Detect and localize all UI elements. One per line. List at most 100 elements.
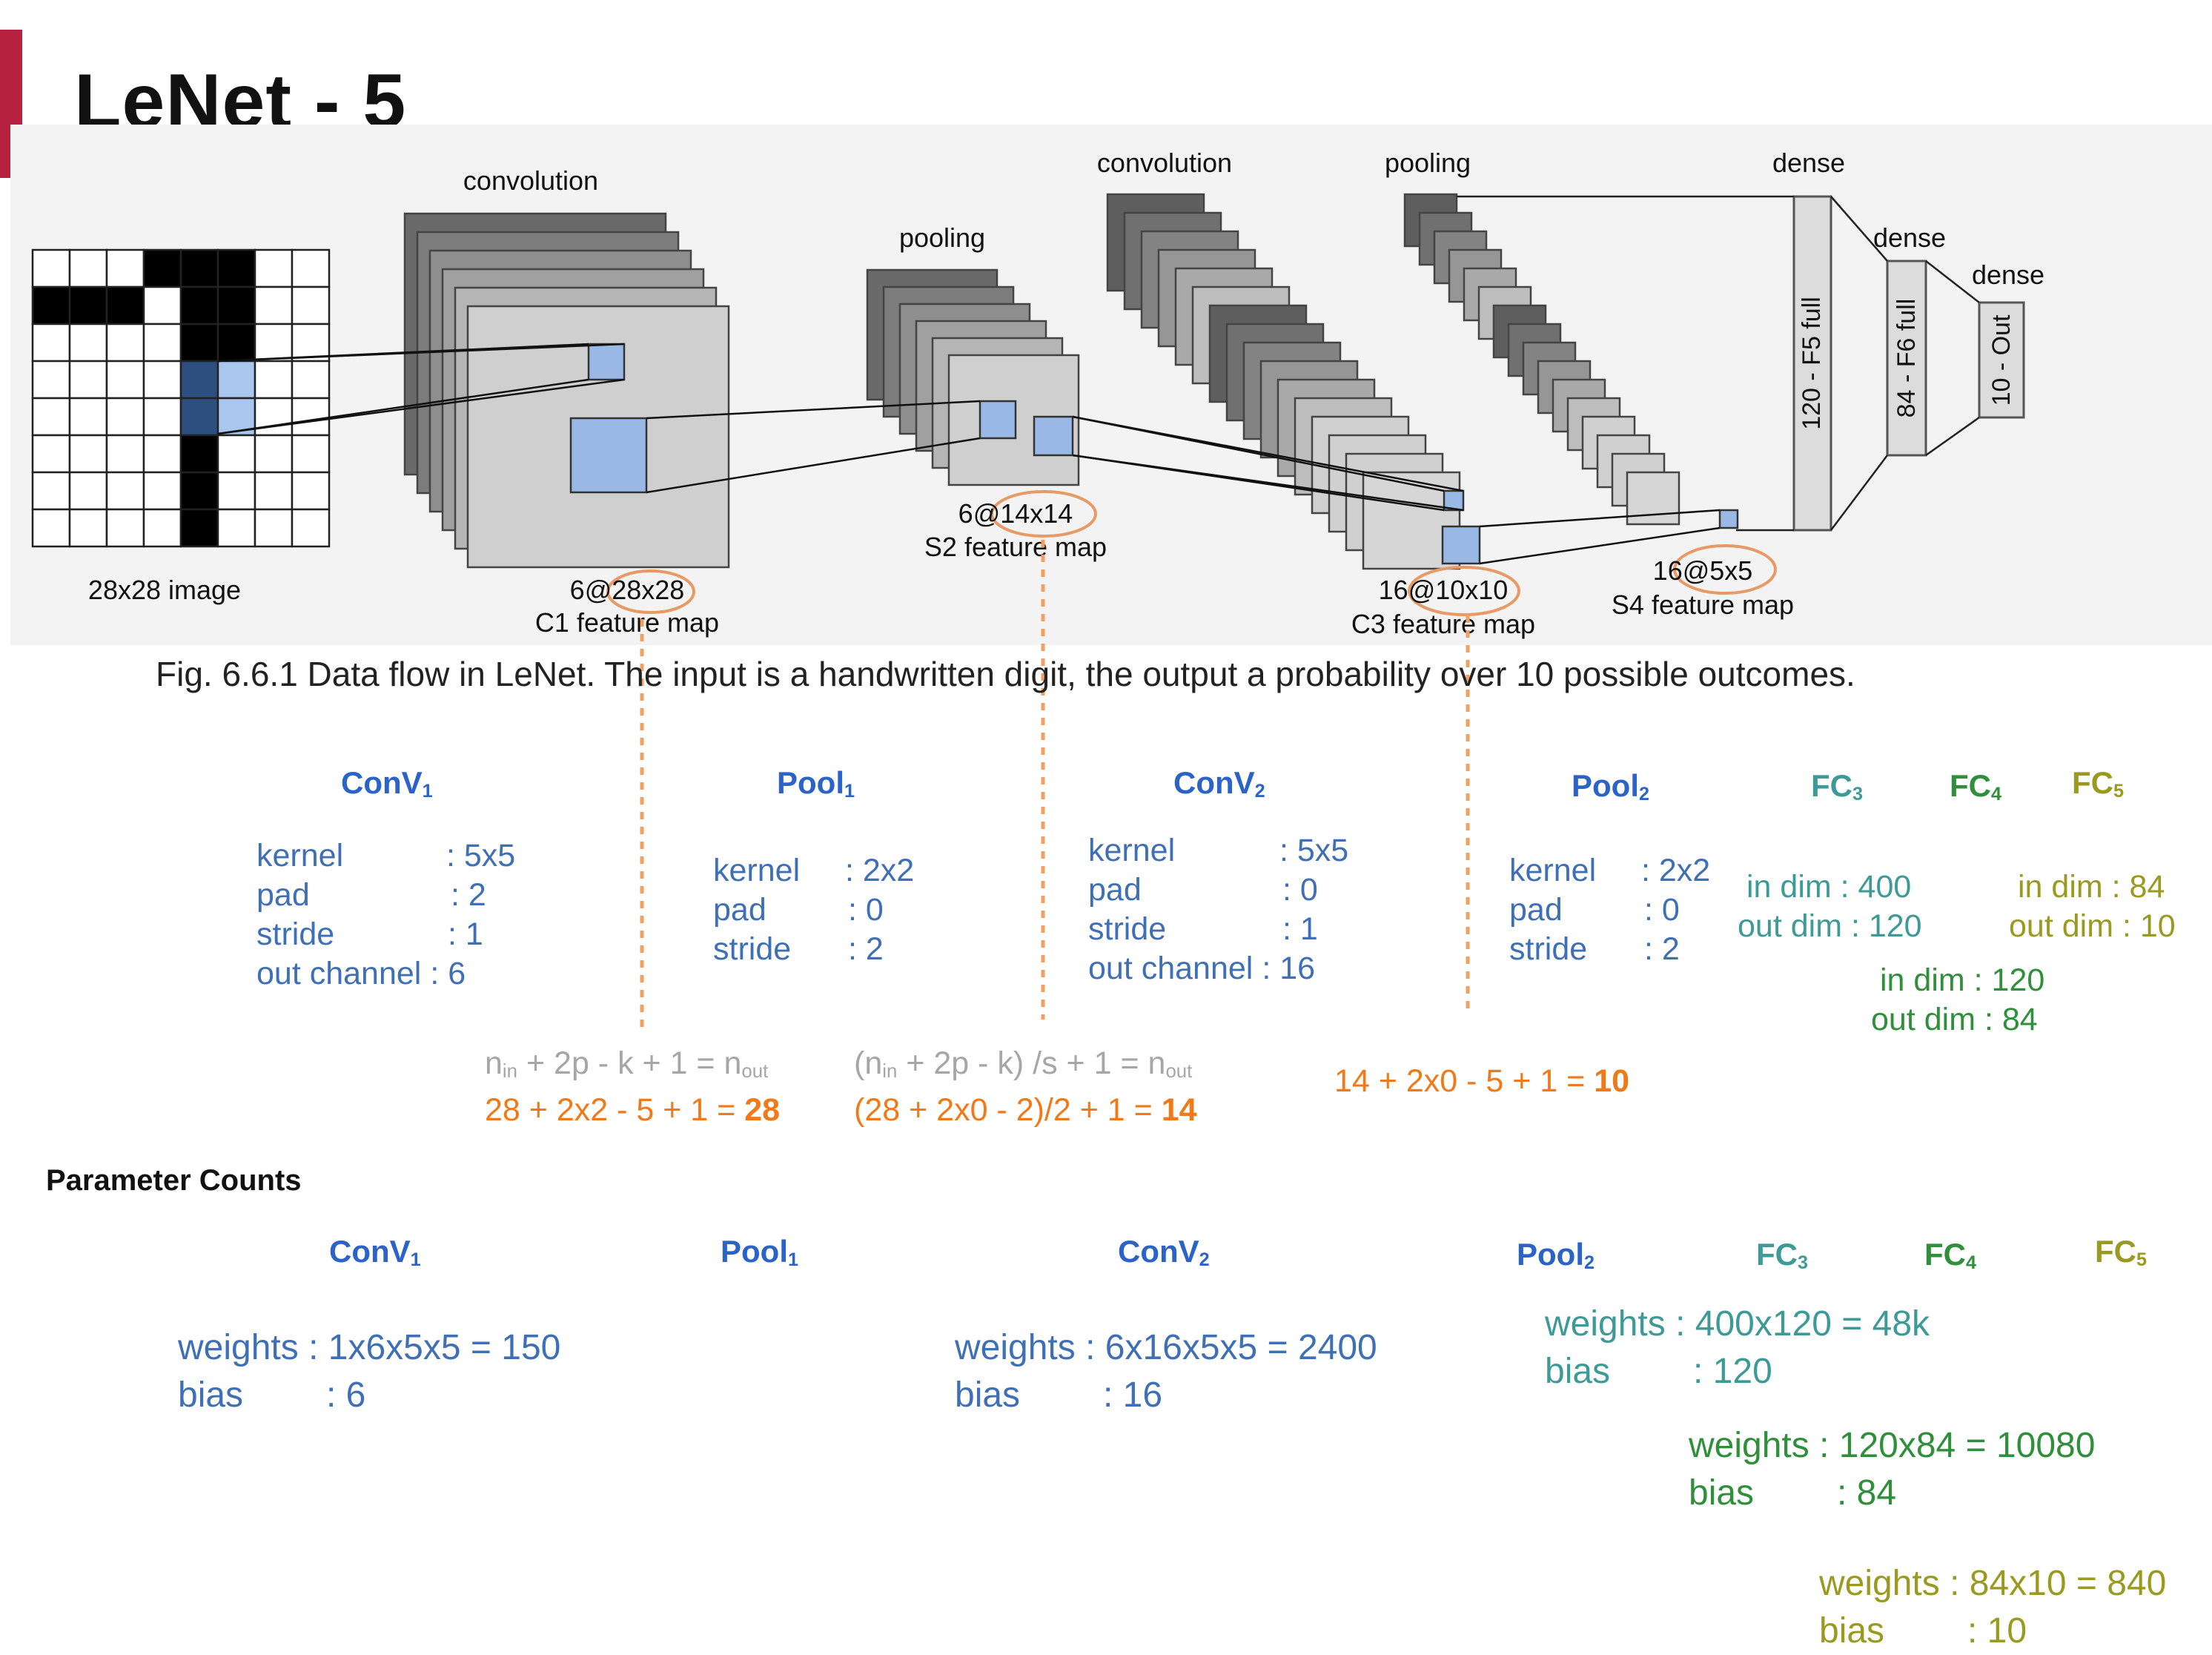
receptive-field-square [1443, 489, 1465, 512]
pool2-params: kernel: 2x2 pad: 0 stride: 2 [1509, 853, 1711, 967]
pc-pool2-header: Pool2 [1517, 1237, 1595, 1274]
fc5-header: FC5 [2072, 765, 2125, 802]
input-pixel [291, 471, 331, 511]
input-pixel [179, 508, 219, 548]
receptive-field-square [569, 417, 648, 494]
fc3-params: in dim : 400 out dim : 120 [1738, 869, 1922, 944]
input-pixel [105, 471, 145, 511]
input-pixel [68, 397, 108, 437]
parameter-counts-heading: Parameter Counts [46, 1164, 302, 1197]
conv2-output-formula: 14 + 2x0 - 5 + 1 = 10 [1334, 1063, 1630, 1099]
fc3-header: FC3 [1811, 768, 1864, 805]
fc4-header: FC4 [1950, 768, 2002, 805]
feature-map-stacks [403, 193, 1680, 570]
convolution2-label: convolution [1097, 148, 1232, 178]
input-pixel [291, 248, 331, 288]
pc-conv2-counts: weights : 6x16x5x5 = 2400 bias: 16 [955, 1328, 1377, 1415]
input-pixel [254, 508, 294, 548]
pooling2-label: pooling [1385, 148, 1471, 178]
pc-fc4-header: FC4 [1924, 1237, 1977, 1274]
pc-fc3-counts: weights : 400x120 = 48k bias: 120 [1545, 1304, 1930, 1391]
connection-line [217, 343, 625, 363]
s2-size-highlight [990, 490, 1097, 538]
input-pixel [142, 397, 182, 437]
input-pixel [105, 285, 145, 326]
input-image-grid [31, 248, 331, 548]
input-pixel [179, 471, 219, 511]
c1-size-highlight [606, 569, 695, 614]
input-pixel [105, 508, 145, 548]
input-image-label: 28x28 image [88, 575, 241, 605]
input-pixel [31, 508, 71, 548]
conv2-params: kernel: 5x5 pad: 0 stride: 1 out channel… [1088, 833, 1349, 986]
c1-name-label: C1 feature map [535, 607, 719, 638]
pooling1-label: pooling [899, 222, 985, 253]
input-pixel [68, 471, 108, 511]
input-pixel [216, 434, 256, 474]
conv-output-formula: nin + 2p - k + 1 = nout 28 + 2x2 - 5 + 1… [485, 1045, 781, 1129]
c3-size-label: 16@10x10 [1379, 575, 1509, 605]
dashed-guides [640, 540, 1470, 1027]
receptive-field-square [1033, 415, 1074, 457]
pc-pool1-header: Pool1 [721, 1234, 799, 1271]
figure-caption: Fig. 6.6.1 Data flow in LeNet. The input… [156, 655, 1855, 693]
connection-line [646, 437, 981, 494]
pc-conv2-header: ConV2 [1118, 1234, 1210, 1271]
pc-fc5-header: FC5 [2095, 1234, 2148, 1271]
receptive-field-square [1718, 509, 1739, 529]
input-pixel [254, 471, 294, 511]
connection-line [1479, 509, 1721, 528]
fc5-params: in dim : 84 out dim : 10 [2009, 869, 2176, 944]
f5-label: 120 - F5 full [1798, 297, 1826, 430]
out-label: 10 - Out [1987, 314, 2016, 406]
pool1-params: kernel: 2x2 pad: 0 stride: 2 [713, 853, 915, 967]
f5-dense-layer [1792, 195, 1832, 532]
pc-fc5-counts: weights : 84x10 = 840 bias: 10 [1819, 1564, 2167, 1651]
dense3-label: dense [1972, 260, 2044, 290]
pool1-header: Pool1 [777, 765, 855, 802]
s4-size-highlight [1673, 544, 1777, 595]
conv2-header: ConV2 [1173, 765, 1265, 802]
connection-line [646, 400, 981, 420]
convolution1-label: convolution [463, 165, 598, 196]
f6-dense-layer [1886, 260, 1927, 457]
input-pixel [291, 508, 331, 548]
input-pixel [31, 285, 71, 326]
input-pixel [31, 397, 71, 437]
receptive-field-square [978, 400, 1017, 440]
conv1-params: kernel: 5x5 pad: 2 stride: 1 out channel… [256, 838, 516, 991]
connection-line [1479, 526, 1721, 565]
input-pixel [179, 285, 219, 326]
pc-conv1-counts: weights : 1x6x5x5 = 150 bias: 6 [178, 1328, 561, 1415]
dense2-label: dense [1873, 222, 1946, 253]
c3-name-label: C3 feature map [1351, 609, 1535, 639]
connection-line [1072, 415, 1464, 492]
pc-conv1-header: ConV1 [329, 1234, 421, 1271]
connection-lines [217, 343, 1739, 565]
s4-name-label: S4 feature map [1612, 589, 1794, 620]
input-pixel [68, 323, 108, 363]
input-pixel [179, 434, 219, 474]
f6-label: 84 - F6 full [1893, 299, 1921, 418]
s2-size-label: 6@14x14 [958, 498, 1073, 529]
input-pixel [254, 434, 294, 474]
input-pixel [68, 360, 108, 400]
c3-size-highlight [1408, 566, 1520, 616]
dense1-label: dense [1772, 148, 1845, 178]
pool2-header: Pool2 [1572, 768, 1650, 805]
receptive-field-square [1441, 525, 1481, 565]
input-pixel [291, 285, 331, 326]
lenet-architecture-diagram: 120 - F5 full 84 - F6 full 10 - Out conv… [10, 125, 2212, 645]
connection-line [217, 378, 625, 435]
out-dense-layer [1978, 301, 2025, 419]
conv1-header: ConV1 [341, 765, 433, 802]
s4-size-label: 16@5x5 [1653, 555, 1753, 586]
pool-output-formula: (nin + 2p - k) /s + 1 = nout (28 + 2x0 -… [854, 1045, 1197, 1129]
pc-fc4-counts: weights : 120x84 = 10080 bias: 84 [1689, 1426, 2096, 1513]
input-pixel [291, 360, 331, 400]
connection-line [1072, 454, 1464, 512]
fc4-params: in dim : 120 out dim : 84 [1871, 962, 2045, 1037]
pc-fc3-header: FC3 [1756, 1237, 1809, 1274]
input-pixel [291, 323, 331, 363]
c1-size-label: 6@28x28 [570, 575, 685, 605]
